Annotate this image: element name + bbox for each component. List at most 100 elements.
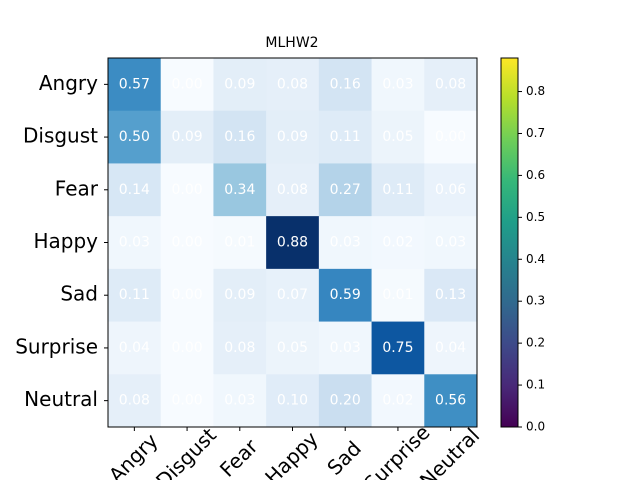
cell-label: 0.04 <box>435 340 466 356</box>
cell-label: 0.03 <box>224 393 255 409</box>
colorbar-tick-label: 0.5 <box>526 210 545 224</box>
y-tick-label: Surprise <box>15 334 98 358</box>
cell-label: 0.01 <box>382 287 413 303</box>
cell-label: 0.11 <box>330 129 361 145</box>
cell-label: 0.14 <box>119 182 150 198</box>
heatmap-cell <box>160 58 214 112</box>
colorbar-tick-label: 0.6 <box>526 168 545 182</box>
cell-label: 0.07 <box>277 287 308 303</box>
y-tick-label: Fear <box>55 176 99 200</box>
heatmap-cell <box>108 321 162 375</box>
colorbar-tick-label: 0.8 <box>526 84 545 98</box>
cell-label: 0.34 <box>224 182 255 198</box>
cell-label: 0.27 <box>330 182 361 198</box>
heatmap-cell <box>371 268 425 323</box>
cell-label: 0.50 <box>119 129 150 145</box>
cell-label: 0.56 <box>435 393 466 409</box>
cell-label: 0.02 <box>382 235 413 251</box>
heatmap-cell <box>160 163 214 217</box>
heatmap-cell <box>266 321 320 375</box>
heatmap-cell <box>424 268 478 323</box>
heatmap-cell <box>371 321 425 375</box>
heatmap-cell <box>266 268 320 323</box>
colorbar <box>500 57 519 428</box>
heatmap-cell <box>266 216 320 270</box>
cell-label: 0.09 <box>224 287 255 303</box>
heatmap-cell <box>266 163 320 217</box>
x-tick-label: Disgust <box>151 423 221 480</box>
y-tick-label: Angry <box>39 71 98 95</box>
y-tick-label: Neutral <box>24 387 98 411</box>
chart-title: MLHW2 <box>265 35 318 51</box>
cell-label: 0.88 <box>277 235 308 251</box>
heatmap-cell <box>213 163 267 217</box>
cell-label: 0.03 <box>330 235 361 251</box>
heatmap-cell <box>266 374 320 428</box>
cell-label: 0.13 <box>435 287 466 303</box>
cell-label: 0.00 <box>171 340 202 356</box>
heatmap-cell <box>318 58 373 112</box>
heatmap-cell <box>213 374 267 428</box>
x-tick-label: Fear <box>215 434 263 480</box>
cell-label: 0.16 <box>224 129 255 145</box>
heatmap-cell <box>108 216 162 270</box>
heatmap-cell <box>108 374 162 428</box>
cell-label: 0.06 <box>435 182 466 198</box>
cell-label: 0.03 <box>435 235 466 251</box>
heatmap-cell <box>424 216 478 270</box>
cell-label: 0.00 <box>171 235 202 251</box>
heatmap-cell <box>160 110 214 164</box>
heatmap-cell <box>371 374 425 428</box>
cell-label: 0.20 <box>330 393 361 409</box>
heatmap-cell <box>318 216 373 270</box>
heatmap-cell <box>213 58 267 112</box>
heatmap-cell <box>213 110 267 164</box>
heatmap-cell <box>213 216 267 270</box>
cell-label: 0.11 <box>382 182 413 198</box>
heatmap-cell <box>108 268 162 323</box>
heatmap-cell <box>318 163 373 217</box>
heatmap-cell <box>266 110 320 164</box>
cell-label: 0.08 <box>224 340 255 356</box>
cell-label: 0.03 <box>330 340 361 356</box>
cell-label: 0.03 <box>119 235 150 251</box>
y-tick-label: Happy <box>33 229 98 253</box>
heatmap-cell <box>160 216 214 270</box>
heatmap-cell <box>160 374 214 428</box>
heatmap-cell <box>424 58 478 112</box>
heatmap-cell <box>108 58 162 112</box>
cell-label: 0.09 <box>171 129 202 145</box>
cell-label: 0.10 <box>277 393 308 409</box>
cell-label: 0.08 <box>435 76 466 92</box>
heatmap-cell <box>108 110 162 164</box>
cell-label: 0.02 <box>382 393 413 409</box>
heatmap-cell <box>213 268 267 323</box>
cell-label: 0.75 <box>382 340 413 356</box>
y-tick-label: Disgust <box>23 124 98 148</box>
cell-label: 0.05 <box>382 129 413 145</box>
heatmap-cell <box>424 110 478 164</box>
heatmap-cell <box>160 268 214 323</box>
heatmap-cell <box>318 374 373 428</box>
heatmap-cell <box>371 110 425 164</box>
heatmap-cell <box>318 110 373 164</box>
heatmap-cell <box>424 163 478 217</box>
cell-label: 0.00 <box>171 287 202 303</box>
cell-label: 0.09 <box>224 76 255 92</box>
heatmap-cell <box>160 321 214 375</box>
heatmap-cell <box>371 58 425 112</box>
colorbar-tick-label: 0.0 <box>526 420 545 434</box>
cell-label: 0.00 <box>171 393 202 409</box>
heatmap-cell <box>213 321 267 375</box>
colorbar-tick-label: 0.4 <box>526 252 545 266</box>
cell-label: 0.00 <box>435 129 466 145</box>
heatmap-cell <box>108 163 162 217</box>
x-tick-label: Happy <box>260 427 323 480</box>
heatmap-cell <box>371 216 425 270</box>
x-tick-label: Sad <box>322 436 366 480</box>
colorbar-tick-label: 0.3 <box>526 294 545 308</box>
cell-label: 0.01 <box>224 235 255 251</box>
cell-label: 0.16 <box>330 76 361 92</box>
cell-label: 0.05 <box>277 340 308 356</box>
